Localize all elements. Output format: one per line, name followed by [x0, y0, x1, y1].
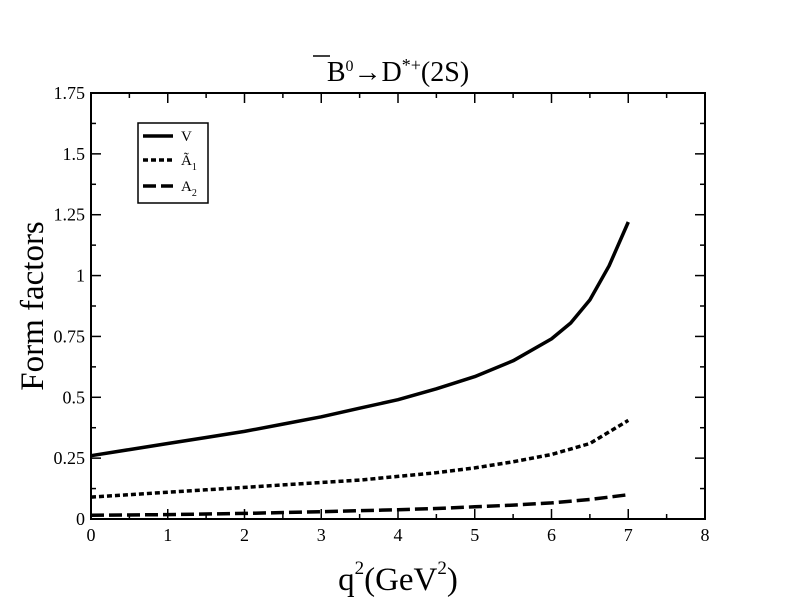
title-d: D — [382, 57, 402, 88]
title-d-sup: *+ — [402, 55, 421, 75]
y-tick-label: 1.5 — [63, 144, 86, 164]
y-tick-label: 1.75 — [54, 83, 86, 103]
series-lines — [90, 221, 630, 518]
x-title-unit-open: (GeV — [364, 562, 437, 598]
x-title-unit-sup: 2 — [437, 558, 447, 579]
legend-a1-name: Ã — [181, 153, 192, 169]
x-tick-label: 8 — [701, 525, 710, 545]
x-tick-label: 1 — [163, 525, 172, 545]
title-tail: (2S) — [421, 57, 469, 88]
y-tick-label: 0.75 — [54, 326, 86, 346]
y-tick-label: 1 — [76, 266, 85, 286]
x-tick-label: 5 — [470, 525, 479, 545]
legend-label-a1: Ã1 — [181, 153, 197, 173]
title-arrow: → — [354, 57, 382, 88]
legend-a1-sub: 1 — [192, 162, 197, 173]
legend-label-a2: A2 — [181, 179, 197, 199]
y-tick-label: 1.25 — [54, 205, 86, 225]
x-title-q-sup: 2 — [355, 558, 365, 579]
chart-title: B0→D*+(2S) — [327, 55, 469, 88]
x-tick-labels: 0 1 2 3 4 5 6 7 8 — [87, 525, 710, 545]
x-tick-label: 4 — [394, 525, 403, 545]
legend: V Ã1 A2 — [137, 122, 209, 204]
x-tick-label: 6 — [547, 525, 556, 545]
series-line-2 — [90, 492, 629, 518]
x-tick-label: 2 — [240, 525, 249, 545]
x-title-q: q — [338, 562, 355, 598]
x-tick-label: 3 — [317, 525, 326, 545]
y-tick-label: 0.25 — [54, 448, 86, 468]
x-title-unit-close: ) — [447, 562, 458, 598]
legend-a2-sub: 2 — [192, 188, 197, 199]
y-tick-label: 0 — [76, 509, 85, 529]
series-line-0 — [90, 221, 630, 458]
series-line-1 — [90, 418, 630, 499]
y-tick-labels: 0 0.25 0.5 0.75 1 1.25 1.5 1.75 — [54, 83, 86, 529]
title-b-sup: 0 — [346, 58, 354, 75]
legend-a2-name: A — [181, 179, 192, 195]
x-tick-label: 7 — [624, 525, 633, 545]
x-axis-title: q2(GeV2) — [338, 558, 458, 598]
legend-v-name: V — [181, 129, 192, 145]
y-tick-label: 0.5 — [63, 387, 86, 407]
y-axis-title: Form factors — [15, 221, 51, 391]
title-b: B — [327, 57, 346, 88]
legend-label-v: V — [181, 129, 192, 145]
x-tick-label: 0 — [87, 525, 96, 545]
